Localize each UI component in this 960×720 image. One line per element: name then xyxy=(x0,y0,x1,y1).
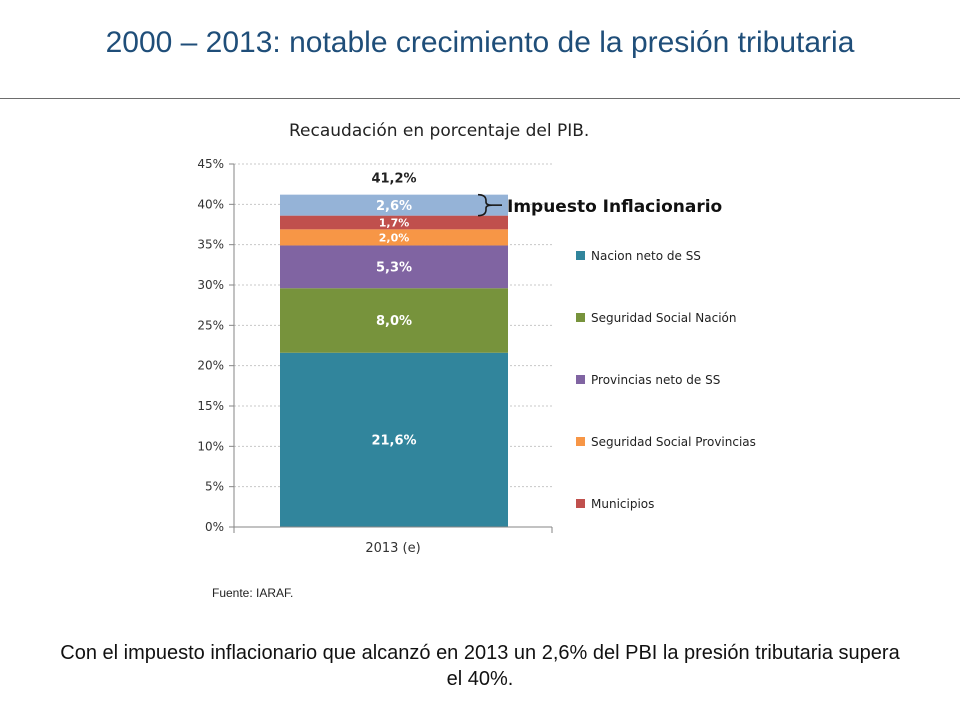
bar-segment-municipios xyxy=(280,215,508,230)
chart-title: Recaudación en porcentaje del PIB. xyxy=(289,121,589,141)
legend-swatch xyxy=(576,251,585,260)
y-tick-label: 25% xyxy=(197,318,224,332)
data-labels: 21,6% 8,0% 5,3% 2,0% 1,7% 2,6% 41,2% xyxy=(371,172,416,449)
legend-label: Seguridad Social Nación xyxy=(591,311,737,325)
y-axis-ticks: 0% 5% 10% 15% 20% 25% 30% 35% 40% 45% xyxy=(197,157,224,534)
footer-caption: Con el impuesto inflacionario que alcanz… xyxy=(60,642,900,690)
bar-segment-provincias-neto-de-ss xyxy=(280,245,508,289)
legend-swatch xyxy=(576,375,585,384)
total-data-label: 41,2% xyxy=(371,172,416,187)
y-tick-label: 35% xyxy=(197,238,224,252)
y-tick-label: 40% xyxy=(197,197,224,211)
y-tick-label: 15% xyxy=(197,399,224,413)
segment-data-label: 2,0% xyxy=(379,231,410,244)
y-tick-label: 10% xyxy=(197,439,224,453)
legend-label: Nacion neto de SS xyxy=(591,249,701,263)
source-note: Fuente: IARAF. xyxy=(212,586,294,600)
slide-title: 2000 – 2013: notable crecimiento de la p… xyxy=(105,26,855,59)
bar-segment-seguridad-social-provincias xyxy=(280,229,508,246)
legend-swatch xyxy=(576,499,585,508)
legend-label: Municipios xyxy=(591,497,654,511)
legend-label: Seguridad Social Provincias xyxy=(591,435,756,449)
legend: Nacion neto de SS Seguridad Social Nación… xyxy=(576,249,756,511)
y-tick-label: 45% xyxy=(197,157,224,171)
title-divider xyxy=(0,98,960,99)
segment-data-label: 1,7% xyxy=(379,216,410,229)
segment-data-label: 2,6% xyxy=(376,199,412,214)
legend-swatch xyxy=(576,437,585,446)
bar-stack xyxy=(280,194,508,527)
bar-segment-impuesto-inflacionario xyxy=(280,194,508,216)
segment-data-label: 5,3% xyxy=(376,261,412,276)
bar-segment-seguridad-social-naci-n xyxy=(280,288,508,353)
y-tick-label: 30% xyxy=(197,278,224,292)
inflation-annotation: Impuesto Inflacionario xyxy=(477,193,722,217)
y-tick-label: 20% xyxy=(197,359,224,373)
annotation-label: Impuesto Inflacionario xyxy=(507,197,722,217)
y-tick-label: 5% xyxy=(205,480,224,494)
legend-swatch xyxy=(576,313,585,322)
axes: 2013 (e) xyxy=(229,163,553,556)
segment-data-label: 8,0% xyxy=(376,314,412,329)
legend-label: Provincias neto de SS xyxy=(591,373,720,387)
y-tick-label: 0% xyxy=(205,520,224,534)
segment-data-label: 21,6% xyxy=(371,434,416,449)
x-category-label: 2013 (e) xyxy=(365,541,420,556)
bar-segment-nacion-neto-de-ss xyxy=(280,352,508,527)
